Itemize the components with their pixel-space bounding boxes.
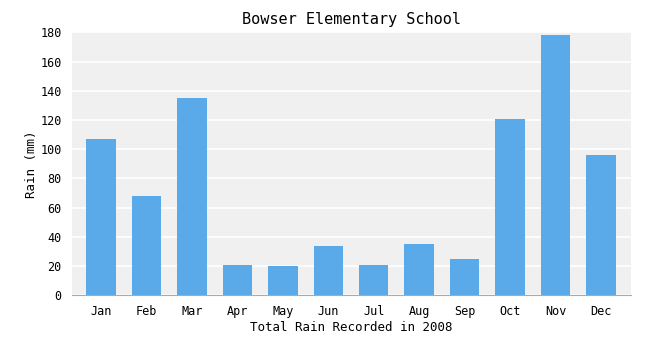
Bar — [86, 139, 116, 295]
Bar — [132, 196, 161, 295]
Title: Bowser Elementary School: Bowser Elementary School — [242, 12, 460, 27]
Bar — [359, 265, 389, 295]
Bar — [541, 35, 570, 295]
Bar — [586, 155, 616, 295]
Bar — [495, 118, 525, 295]
Bar — [404, 244, 434, 295]
Bar — [450, 259, 480, 295]
X-axis label: Total Rain Recorded in 2008: Total Rain Recorded in 2008 — [250, 321, 452, 334]
Bar — [313, 246, 343, 295]
Bar — [222, 265, 252, 295]
Y-axis label: Rain (mm): Rain (mm) — [25, 130, 38, 198]
Bar — [268, 266, 298, 295]
Bar — [177, 98, 207, 295]
